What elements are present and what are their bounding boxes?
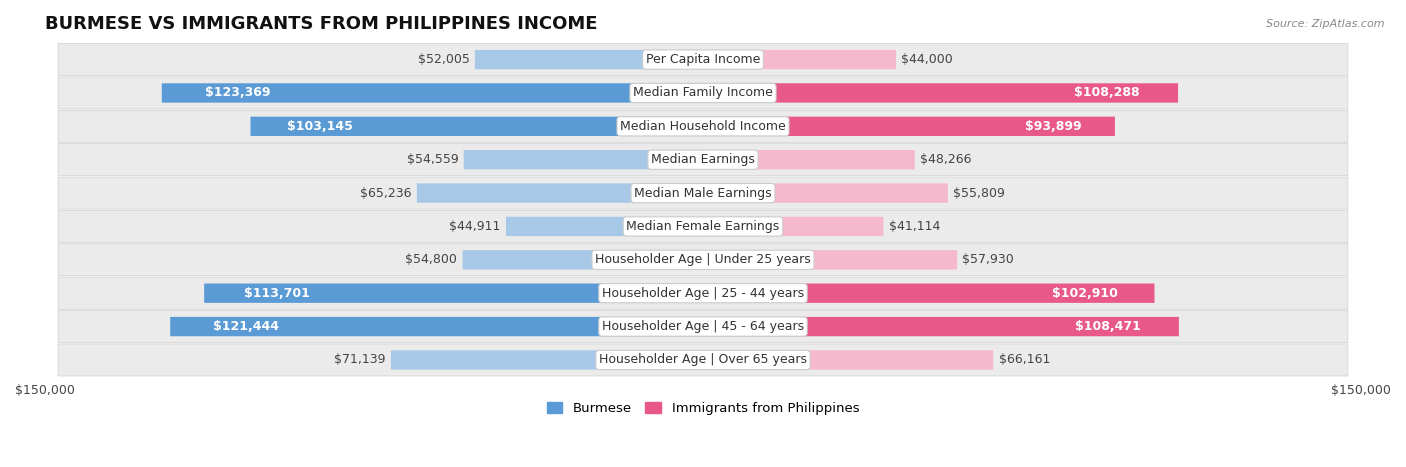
Text: Median Household Income: Median Household Income (620, 120, 786, 133)
FancyBboxPatch shape (58, 311, 1348, 343)
FancyBboxPatch shape (506, 217, 703, 236)
Legend: Burmese, Immigrants from Philippines: Burmese, Immigrants from Philippines (541, 396, 865, 420)
FancyBboxPatch shape (58, 211, 1348, 242)
FancyBboxPatch shape (204, 283, 703, 303)
Text: Median Earnings: Median Earnings (651, 153, 755, 166)
FancyBboxPatch shape (391, 350, 703, 369)
Text: $55,809: $55,809 (953, 187, 1005, 199)
Text: $103,145: $103,145 (287, 120, 353, 133)
Text: $54,559: $54,559 (406, 153, 458, 166)
Text: Householder Age | 45 - 64 years: Householder Age | 45 - 64 years (602, 320, 804, 333)
FancyBboxPatch shape (58, 177, 1348, 209)
Text: $52,005: $52,005 (418, 53, 470, 66)
FancyBboxPatch shape (703, 184, 948, 203)
Text: $102,910: $102,910 (1053, 287, 1118, 300)
Text: $48,266: $48,266 (920, 153, 972, 166)
Text: Median Family Income: Median Family Income (633, 86, 773, 99)
Text: BURMESE VS IMMIGRANTS FROM PHILIPPINES INCOME: BURMESE VS IMMIGRANTS FROM PHILIPPINES I… (45, 15, 598, 33)
Text: $65,236: $65,236 (360, 187, 412, 199)
FancyBboxPatch shape (464, 150, 703, 170)
FancyBboxPatch shape (170, 317, 703, 336)
Text: Householder Age | Under 25 years: Householder Age | Under 25 years (595, 253, 811, 266)
Text: Per Capita Income: Per Capita Income (645, 53, 761, 66)
FancyBboxPatch shape (703, 350, 993, 369)
FancyBboxPatch shape (703, 50, 896, 69)
Text: $93,899: $93,899 (1025, 120, 1083, 133)
FancyBboxPatch shape (58, 277, 1348, 309)
Text: $57,930: $57,930 (963, 253, 1014, 266)
FancyBboxPatch shape (703, 83, 1178, 103)
FancyBboxPatch shape (58, 144, 1348, 176)
FancyBboxPatch shape (250, 117, 703, 136)
Text: $123,369: $123,369 (205, 86, 270, 99)
Text: $121,444: $121,444 (212, 320, 278, 333)
FancyBboxPatch shape (703, 117, 1115, 136)
Text: Median Male Earnings: Median Male Earnings (634, 187, 772, 199)
FancyBboxPatch shape (58, 344, 1348, 376)
FancyBboxPatch shape (703, 250, 957, 269)
FancyBboxPatch shape (703, 150, 915, 170)
Text: $108,288: $108,288 (1074, 86, 1140, 99)
Text: Householder Age | Over 65 years: Householder Age | Over 65 years (599, 354, 807, 367)
FancyBboxPatch shape (58, 77, 1348, 109)
Text: Householder Age | 25 - 44 years: Householder Age | 25 - 44 years (602, 287, 804, 300)
Text: $66,161: $66,161 (998, 354, 1050, 367)
FancyBboxPatch shape (58, 43, 1348, 76)
FancyBboxPatch shape (162, 83, 703, 103)
Text: $41,114: $41,114 (889, 220, 941, 233)
FancyBboxPatch shape (58, 244, 1348, 276)
Text: $44,000: $44,000 (901, 53, 953, 66)
Text: $71,139: $71,139 (335, 354, 385, 367)
FancyBboxPatch shape (58, 110, 1348, 142)
FancyBboxPatch shape (463, 250, 703, 269)
FancyBboxPatch shape (703, 283, 1154, 303)
FancyBboxPatch shape (475, 50, 703, 69)
Text: Median Female Earnings: Median Female Earnings (627, 220, 779, 233)
FancyBboxPatch shape (416, 184, 703, 203)
Text: $44,911: $44,911 (450, 220, 501, 233)
Text: $108,471: $108,471 (1076, 320, 1140, 333)
FancyBboxPatch shape (703, 217, 883, 236)
Text: $113,701: $113,701 (245, 287, 309, 300)
FancyBboxPatch shape (703, 317, 1178, 336)
Text: Source: ZipAtlas.com: Source: ZipAtlas.com (1267, 19, 1385, 28)
Text: $54,800: $54,800 (405, 253, 457, 266)
